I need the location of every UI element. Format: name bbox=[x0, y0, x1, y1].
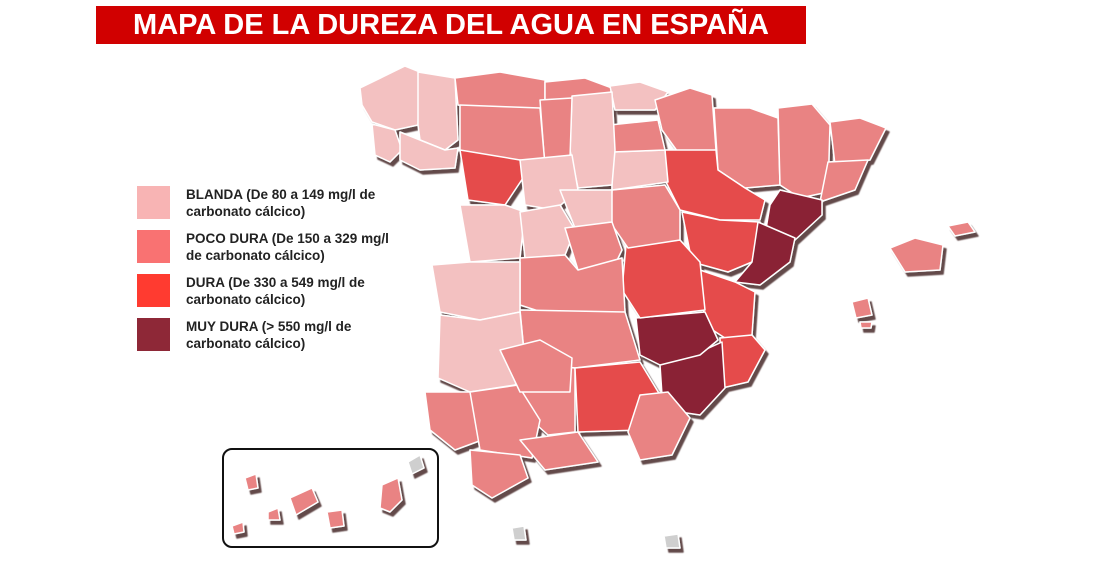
region-blanda bbox=[431, 261, 521, 321]
legend-label-muy-dura: MUY DURA (> 550 mg/l de carbonato cálcic… bbox=[186, 319, 352, 351]
region-poco-dura bbox=[859, 321, 873, 329]
region-dura bbox=[719, 334, 766, 389]
regions-group bbox=[231, 65, 976, 549]
region-ciudades-autonomas bbox=[511, 525, 527, 541]
region-poco-dura bbox=[627, 391, 691, 461]
region-poco-dura bbox=[777, 103, 831, 199]
region-blanda bbox=[371, 123, 403, 163]
region-dura bbox=[664, 149, 766, 221]
legend-label-dura: DURA (De 330 a 549 mg/l de carbonato cál… bbox=[186, 275, 365, 307]
legend-item-poco-dura: POCO DURA (De 150 a 329 mg/l de carbonat… bbox=[137, 230, 406, 266]
region-poco-dura bbox=[829, 117, 887, 166]
region-poco-dura bbox=[851, 297, 873, 319]
legend: BLANDA (De 80 a 149 mg/l de carbonato cá… bbox=[137, 186, 406, 362]
legend-item-dura: DURA (De 330 a 549 mg/l de carbonato cál… bbox=[137, 274, 406, 310]
region-poco-dura bbox=[519, 254, 626, 319]
region-poco-dura bbox=[231, 521, 245, 535]
region-poco-dura bbox=[519, 431, 599, 471]
region-poco-dura bbox=[889, 237, 944, 273]
region-blanda bbox=[459, 204, 526, 263]
region-poco-dura bbox=[947, 221, 976, 237]
map-title: MAPA DE LA DUREZA DEL AGUA EN ESPAÑA bbox=[96, 6, 806, 44]
region-poco-dura bbox=[469, 449, 529, 499]
legend-swatch-dura bbox=[137, 274, 170, 307]
region-blanda bbox=[417, 71, 459, 151]
region-poco-dura bbox=[424, 391, 483, 451]
legend-swatch-poco-dura bbox=[137, 230, 170, 263]
region-poco-dura bbox=[454, 71, 546, 111]
region-poco-dura bbox=[244, 473, 259, 491]
legend-swatch-muy-dura bbox=[137, 318, 170, 351]
region-blanda bbox=[569, 91, 616, 189]
region-muy-dura bbox=[734, 221, 796, 286]
region-poco-dura bbox=[326, 509, 345, 529]
region-poco-dura bbox=[819, 159, 869, 203]
region-poco-dura bbox=[289, 487, 319, 516]
region-ciudades-autonomas bbox=[407, 454, 425, 475]
region-poco-dura bbox=[379, 477, 403, 513]
region-poco-dura bbox=[609, 119, 666, 153]
region-poco-dura bbox=[609, 184, 681, 249]
legend-label-poco-dura: POCO DURA (De 150 a 329 mg/l de carbonat… bbox=[186, 231, 389, 263]
legend-label-blanda: BLANDA (De 80 a 149 mg/l de carbonato cá… bbox=[186, 187, 376, 219]
region-poco-dura bbox=[499, 339, 573, 393]
legend-item-blanda: BLANDA (De 80 a 149 mg/l de carbonato cá… bbox=[137, 186, 406, 222]
canary-islands-inset bbox=[222, 448, 439, 548]
legend-swatch-blanda bbox=[137, 186, 170, 219]
region-blanda bbox=[611, 149, 669, 191]
region-poco-dura bbox=[267, 507, 281, 521]
legend-item-muy-dura: MUY DURA (> 550 mg/l de carbonato cálcic… bbox=[137, 318, 406, 354]
region-blanda bbox=[359, 65, 421, 131]
region-muy-dura bbox=[635, 311, 719, 366]
region-blanda bbox=[399, 131, 459, 171]
region-ciudades-autonomas bbox=[663, 533, 681, 549]
